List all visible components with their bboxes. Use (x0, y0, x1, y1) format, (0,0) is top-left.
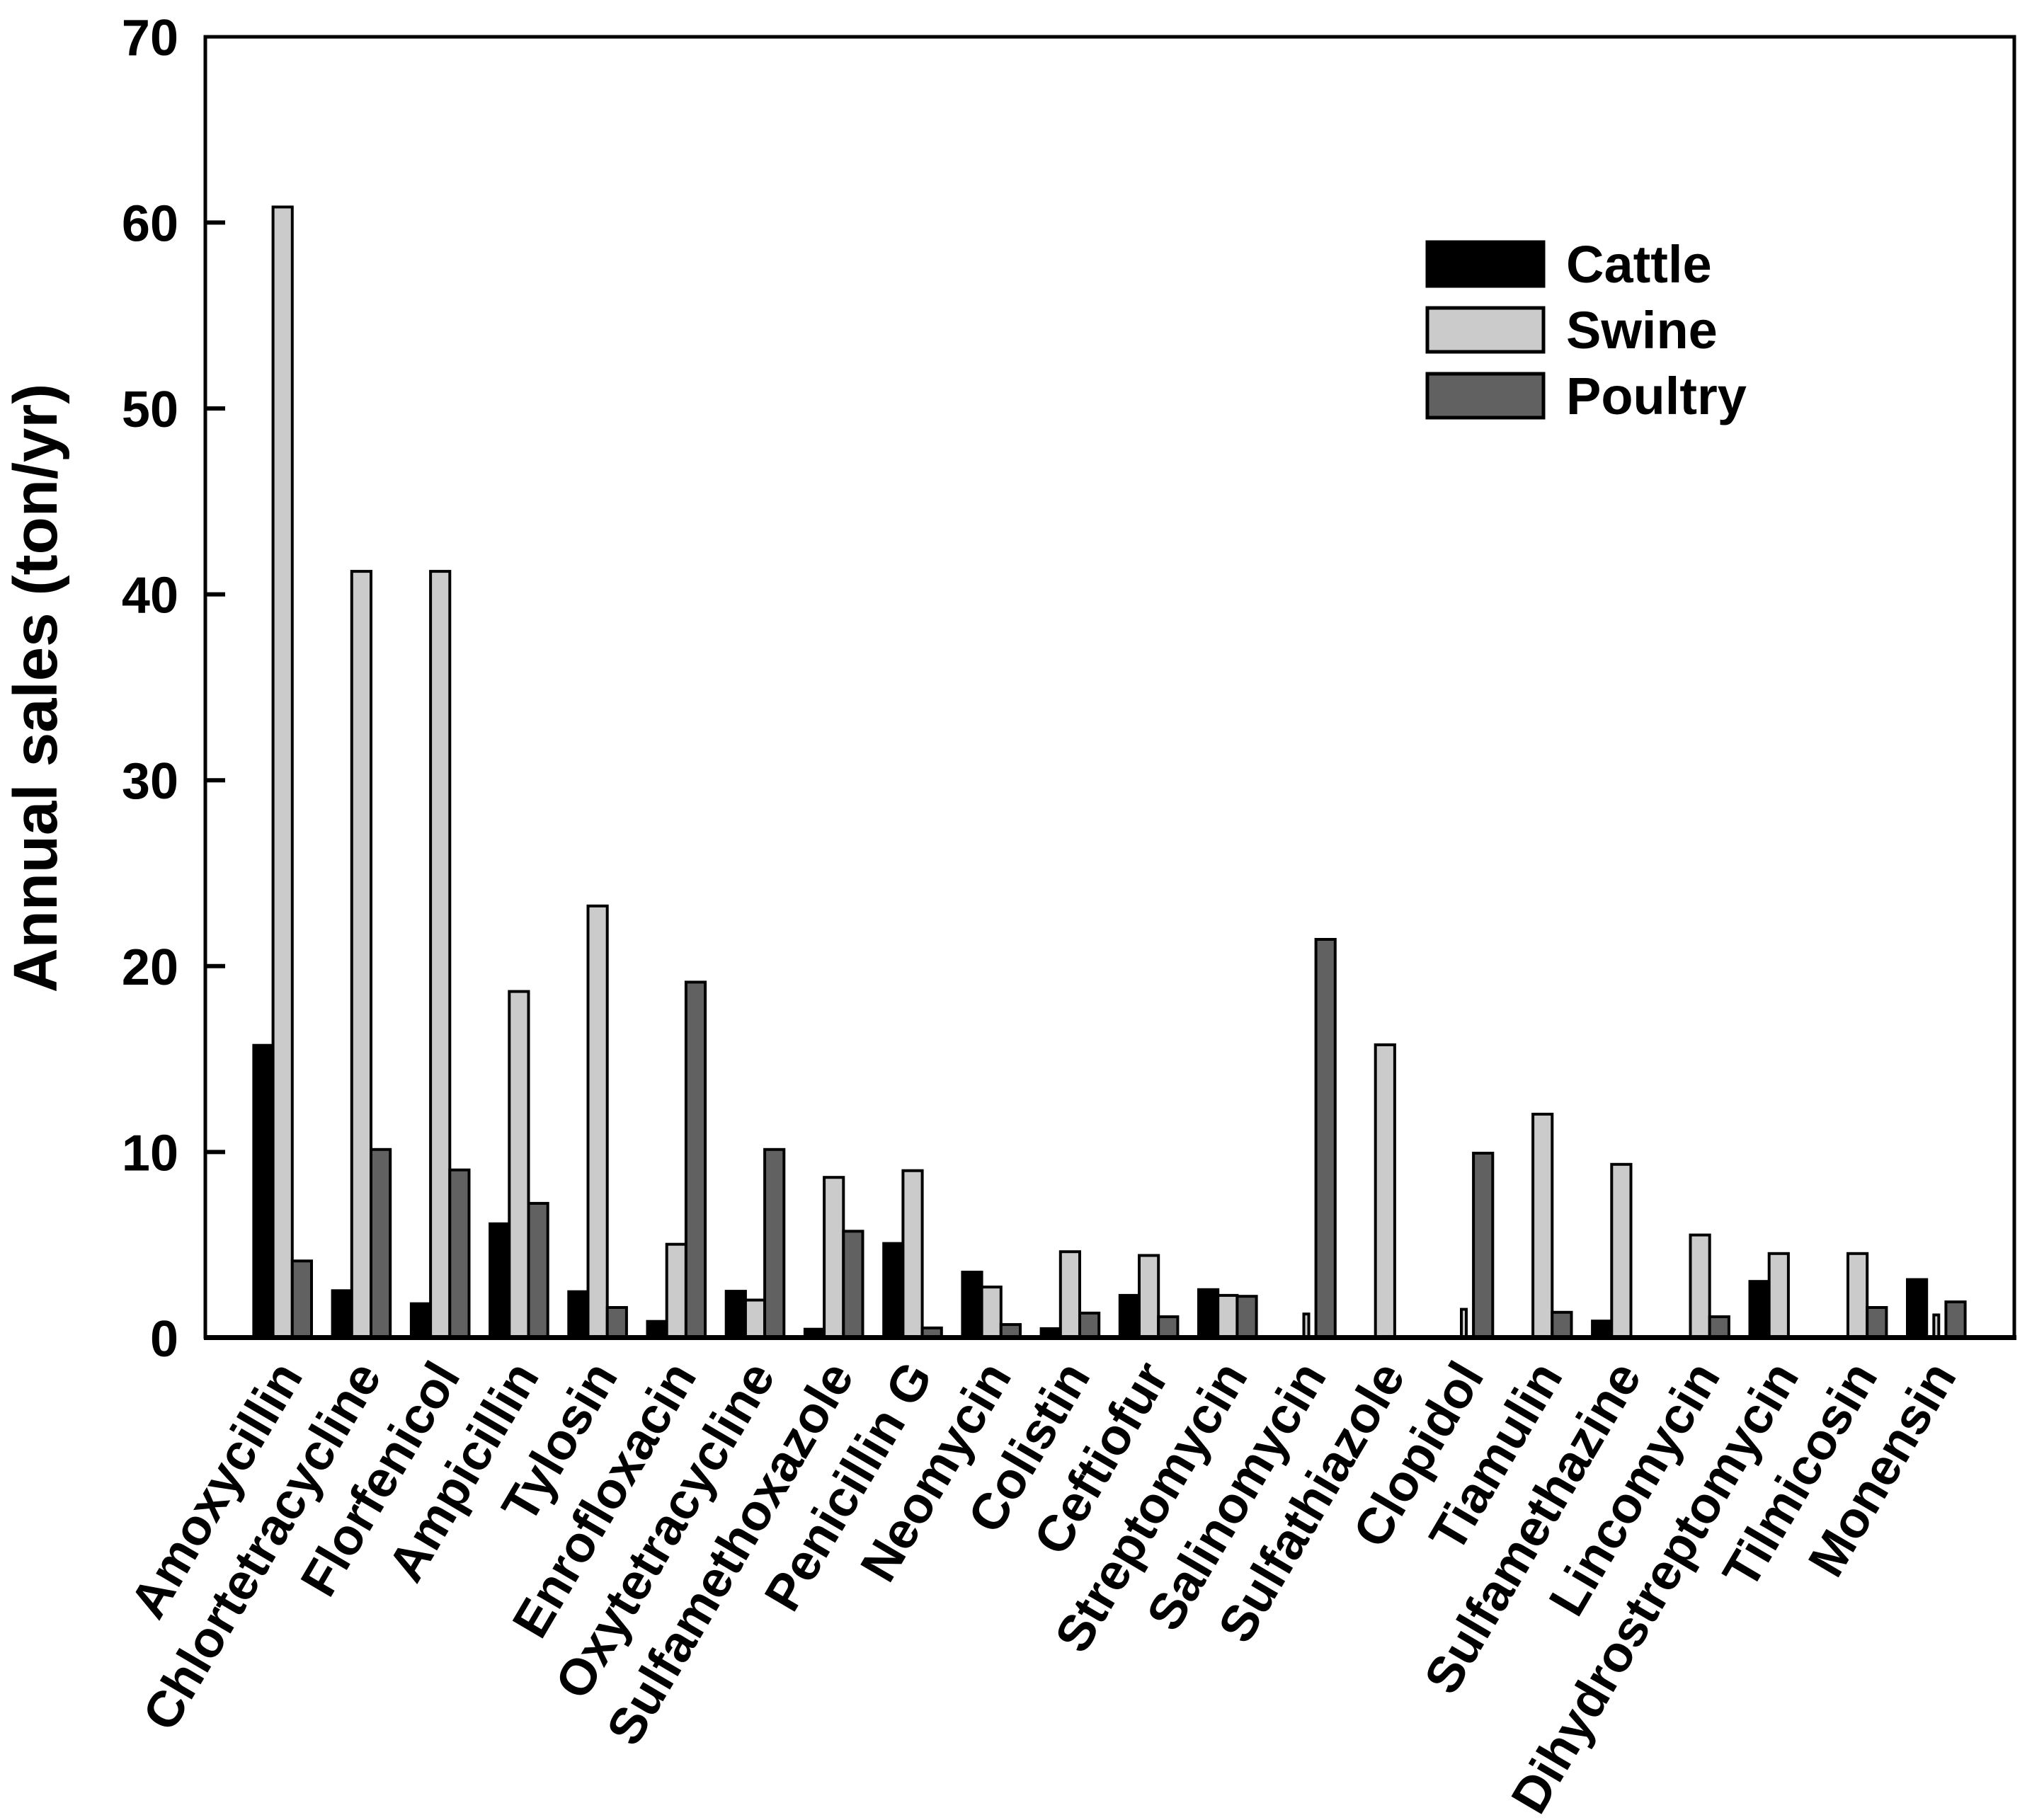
svg-text:70: 70 (122, 10, 178, 67)
svg-text:Swine: Swine (1566, 301, 1718, 360)
svg-text:Poultry: Poultry (1566, 367, 1747, 425)
svg-text:60: 60 (122, 195, 178, 252)
svg-text:Annual sales (ton/yr): Annual sales (ton/yr) (1, 384, 70, 992)
svg-text:40: 40 (122, 568, 178, 624)
svg-text:0: 0 (150, 1311, 178, 1368)
svg-text:10: 10 (122, 1125, 178, 1181)
svg-text:20: 20 (122, 939, 178, 996)
svg-text:50: 50 (122, 382, 178, 438)
svg-text:30: 30 (122, 753, 178, 810)
svg-text:Cattle: Cattle (1566, 235, 1712, 294)
